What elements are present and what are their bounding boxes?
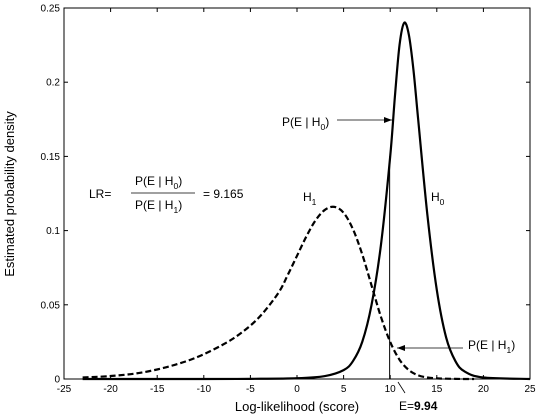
y-tick-label: 0 xyxy=(54,375,60,386)
x-tick-label: -25 xyxy=(57,384,72,395)
x-tick-label: 20 xyxy=(478,384,490,395)
y-tick-label: 0.2 xyxy=(46,78,60,89)
y-axis: 0 0.05 0.1 0.15 0.2 0.25 xyxy=(41,4,530,386)
x-tick-label: -20 xyxy=(103,384,118,395)
y-tick-label: 0.25 xyxy=(41,4,61,15)
y-tick-label: 0.1 xyxy=(46,226,60,237)
x-axis: -25 -20 -15 -10 -5 0 5 10 15 20 25 xyxy=(57,8,536,395)
series-h1-line xyxy=(82,205,475,381)
x-axis-label: Log-likelihood (score) xyxy=(235,399,359,414)
y-axis-label: Estimated probability density xyxy=(2,111,17,277)
x-tick-label: 15 xyxy=(431,384,443,395)
h1-curve-label: H1 xyxy=(303,190,317,207)
y-tick-label: 0.05 xyxy=(41,300,61,311)
lr-prefix: LR= xyxy=(89,187,111,201)
e-pointer xyxy=(397,381,406,394)
x-tick-label: 25 xyxy=(524,384,536,395)
lr-denominator: P(E | H1) xyxy=(135,198,182,215)
ph1-annotation: P(E | H1) xyxy=(468,338,515,355)
x-tick-label: 0 xyxy=(294,384,300,395)
h0-curve-label: H0 xyxy=(431,190,445,207)
series-h0-line xyxy=(82,21,531,381)
plot-area-frame xyxy=(63,7,531,380)
x-tick-label: -15 xyxy=(150,384,165,395)
e-value-label: E=9.94 xyxy=(399,399,438,413)
x-tick-label: -5 xyxy=(246,384,255,395)
ph0-annotation: P(E | H0) xyxy=(282,115,329,132)
x-tick-label: -10 xyxy=(197,384,212,395)
y-tick-label: 0.15 xyxy=(41,152,61,163)
lr-value: = 9.165 xyxy=(203,187,244,201)
x-tick-label: 5 xyxy=(341,384,347,395)
x-tick-label: 10 xyxy=(385,384,397,395)
lr-numerator: P(E | H0) xyxy=(135,174,182,191)
